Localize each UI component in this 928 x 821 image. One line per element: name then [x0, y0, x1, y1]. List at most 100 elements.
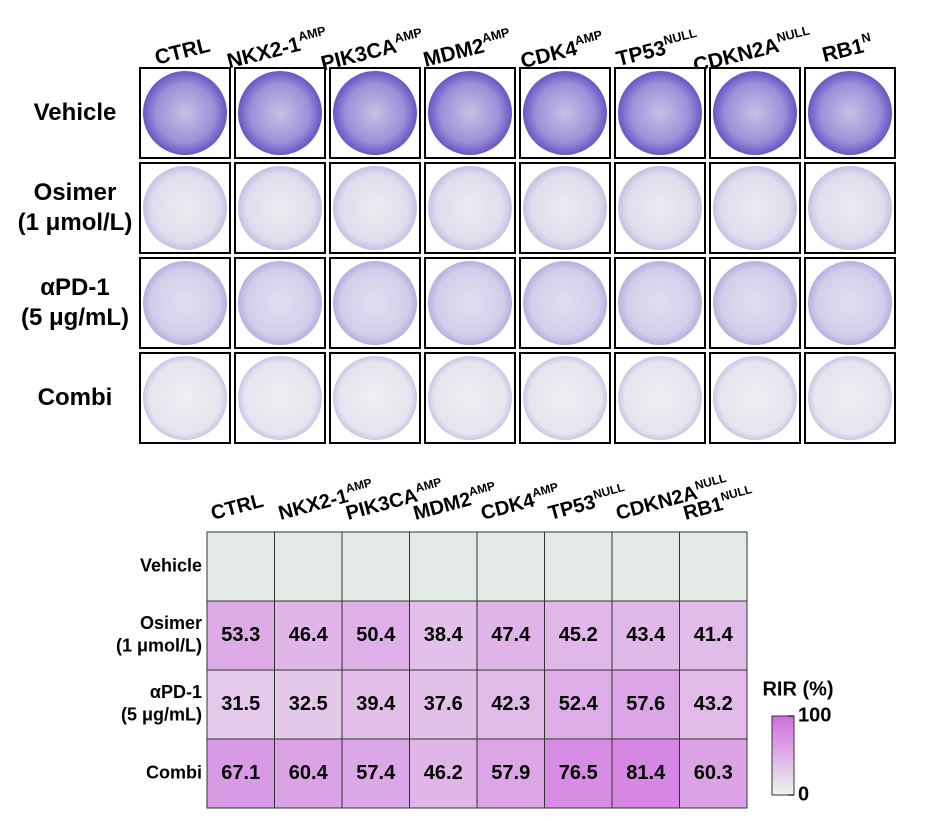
heatmap-cell [274, 738, 343, 809]
heatmap-cell [611, 738, 680, 809]
heatmap-cell [206, 738, 275, 809]
well [143, 166, 227, 250]
well [713, 166, 797, 250]
cell-value: 47.4 [491, 624, 531, 646]
well [713, 261, 797, 345]
column-name: MDM2 [421, 34, 487, 71]
column-name: TP53 [546, 491, 598, 525]
cell-value: 57.4 [356, 762, 396, 784]
row-label: (5 μg/mL) [21, 304, 129, 331]
column-superscript: AMP [414, 475, 443, 495]
row-label: Osimer [140, 613, 202, 633]
column-superscript: AMP [573, 28, 604, 48]
row-label: Combi [146, 762, 202, 782]
well [618, 71, 702, 155]
column-superscript: NULL [662, 26, 698, 48]
heatmap-cell [274, 669, 343, 740]
well [713, 71, 797, 155]
cell-value: 46.2 [424, 762, 463, 784]
heatmap-cell [476, 738, 545, 809]
cell-value: 39.4 [356, 693, 396, 715]
well [523, 356, 607, 440]
row-label: (5 μg/mL) [121, 705, 202, 725]
column-superscript: AMP [480, 25, 511, 45]
heatmap-cell [206, 669, 275, 740]
column-superscript: AMP [344, 475, 373, 495]
well [808, 356, 892, 440]
cell-value: 45.2 [559, 624, 598, 646]
column-superscript: AMP [467, 479, 496, 499]
heatmap-cell [544, 531, 613, 602]
well [238, 166, 322, 250]
heatmap-cell [679, 600, 748, 671]
heatmap-cell [611, 669, 680, 740]
colorbar-title: RIR (%) [762, 678, 833, 700]
well [143, 356, 227, 440]
cell-value: 76.5 [559, 762, 598, 784]
cell-value: 41.4 [694, 624, 734, 646]
column-superscript: AMP [297, 24, 328, 44]
cell-value: 50.4 [356, 624, 396, 646]
column-superscript: NULL [775, 23, 811, 45]
cell-value: 52.4 [559, 693, 599, 715]
column-label: CDK4AMP [518, 28, 607, 73]
colorbar-tick-label: 100 [798, 704, 831, 726]
heatmap-cell [544, 600, 613, 671]
heatmap-cell [274, 531, 343, 602]
well [618, 166, 702, 250]
column-label: CTRL [152, 34, 212, 70]
heatmap-cell [341, 738, 410, 809]
well [333, 71, 417, 155]
column-name: CTRL [152, 34, 212, 70]
colorbar-tick-label: 0 [798, 783, 809, 805]
heatmap-cell [409, 738, 478, 809]
heatmap: CTRL NKX2-1AMPPIK3CAAMPMDM2AMPCDK4AMPTP53… [116, 471, 834, 809]
column-superscript: AMP [393, 25, 424, 45]
cell-value: 60.3 [694, 762, 733, 784]
heatmap-cell [341, 531, 410, 602]
cell-value: 57.9 [491, 762, 530, 784]
well [523, 166, 607, 250]
well [428, 356, 512, 440]
cell-value: 60.4 [289, 762, 329, 784]
heatmap-cell [544, 669, 613, 740]
well [523, 261, 607, 345]
heatmap-cell [476, 600, 545, 671]
well [713, 356, 797, 440]
column-superscript: N [860, 30, 872, 46]
cell-value: 31.5 [221, 693, 260, 715]
column-superscript: NULL [592, 480, 627, 502]
well [808, 71, 892, 155]
row-label: (1 μmol/L) [18, 209, 133, 236]
column-name: TP53 [614, 37, 668, 71]
well [523, 71, 607, 155]
row-label: Combi [38, 384, 113, 411]
well [428, 261, 512, 345]
column-name: CTRL [209, 490, 266, 525]
heatmap-cell [679, 738, 748, 809]
well [333, 166, 417, 250]
heatmap-cell [544, 738, 613, 809]
cell-value: 53.3 [221, 624, 260, 646]
cell-value: 37.6 [424, 693, 463, 715]
row-label: αPD-1 [150, 682, 202, 702]
column-label: CTRL [209, 490, 266, 525]
well [143, 261, 227, 345]
cell-value: 43.4 [626, 624, 666, 646]
well [238, 261, 322, 345]
column-superscript: AMP [530, 480, 559, 500]
well [333, 356, 417, 440]
cell-value: 43.2 [694, 693, 733, 715]
column-label: TP53NULL [613, 26, 701, 71]
heatmap-cell [679, 669, 748, 740]
heatmap-cell [611, 531, 680, 602]
row-label: Vehicle [34, 99, 117, 126]
well [808, 261, 892, 345]
cell-value: 42.3 [491, 693, 530, 715]
cell-value: 81.4 [626, 762, 666, 784]
well [428, 71, 512, 155]
well [618, 356, 702, 440]
well [238, 356, 322, 440]
column-label: NKX2-1AMP [224, 24, 330, 74]
